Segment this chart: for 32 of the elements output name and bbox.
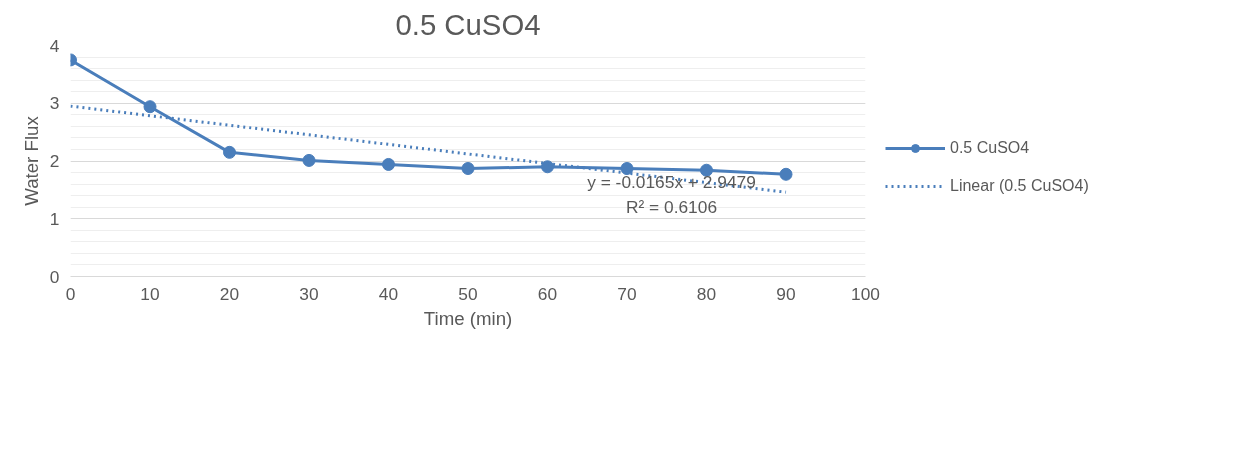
y-axis-title: Water Flux	[20, 115, 42, 206]
x-tick-label: 0	[65, 283, 76, 304]
x-tick-label: 70	[617, 283, 637, 304]
y-tick-label: 1	[49, 208, 60, 229]
point	[302, 153, 316, 167]
chart-title: 0.5 CuSO4	[395, 7, 541, 41]
x-tick-label: 10	[140, 283, 160, 304]
x-tick-label: 80	[696, 283, 717, 304]
x-tick-label: 90	[776, 283, 796, 304]
point	[700, 163, 713, 177]
annotation: y = -0.0165x + 2.9479	[587, 171, 756, 192]
point	[620, 162, 634, 175]
y-tick-label: 0	[49, 266, 60, 287]
point	[541, 160, 554, 174]
y-tick-label: 2	[49, 151, 60, 171]
y-tick-label: 3	[49, 93, 60, 114]
point	[223, 145, 236, 159]
x-tick-label: 100	[851, 283, 880, 304]
point	[779, 167, 793, 181]
legend-label: Linear (0.5 CuSO4)	[950, 177, 1089, 195]
y-tick-label: 4	[49, 35, 60, 56]
point	[461, 162, 475, 175]
x-axis-title: Time (min)	[423, 307, 513, 329]
x-tick-label: 20	[219, 283, 240, 304]
point	[382, 157, 395, 171]
point	[143, 100, 157, 114]
legend-label: 0.5 CuSO4	[950, 139, 1030, 157]
x-tick-label: 60	[537, 283, 558, 304]
x-tick-label: 50	[458, 283, 478, 304]
annotation: R² = 0.6106	[625, 196, 718, 217]
x-tick-label: 40	[378, 283, 399, 304]
x-tick-label: 30	[299, 283, 319, 304]
